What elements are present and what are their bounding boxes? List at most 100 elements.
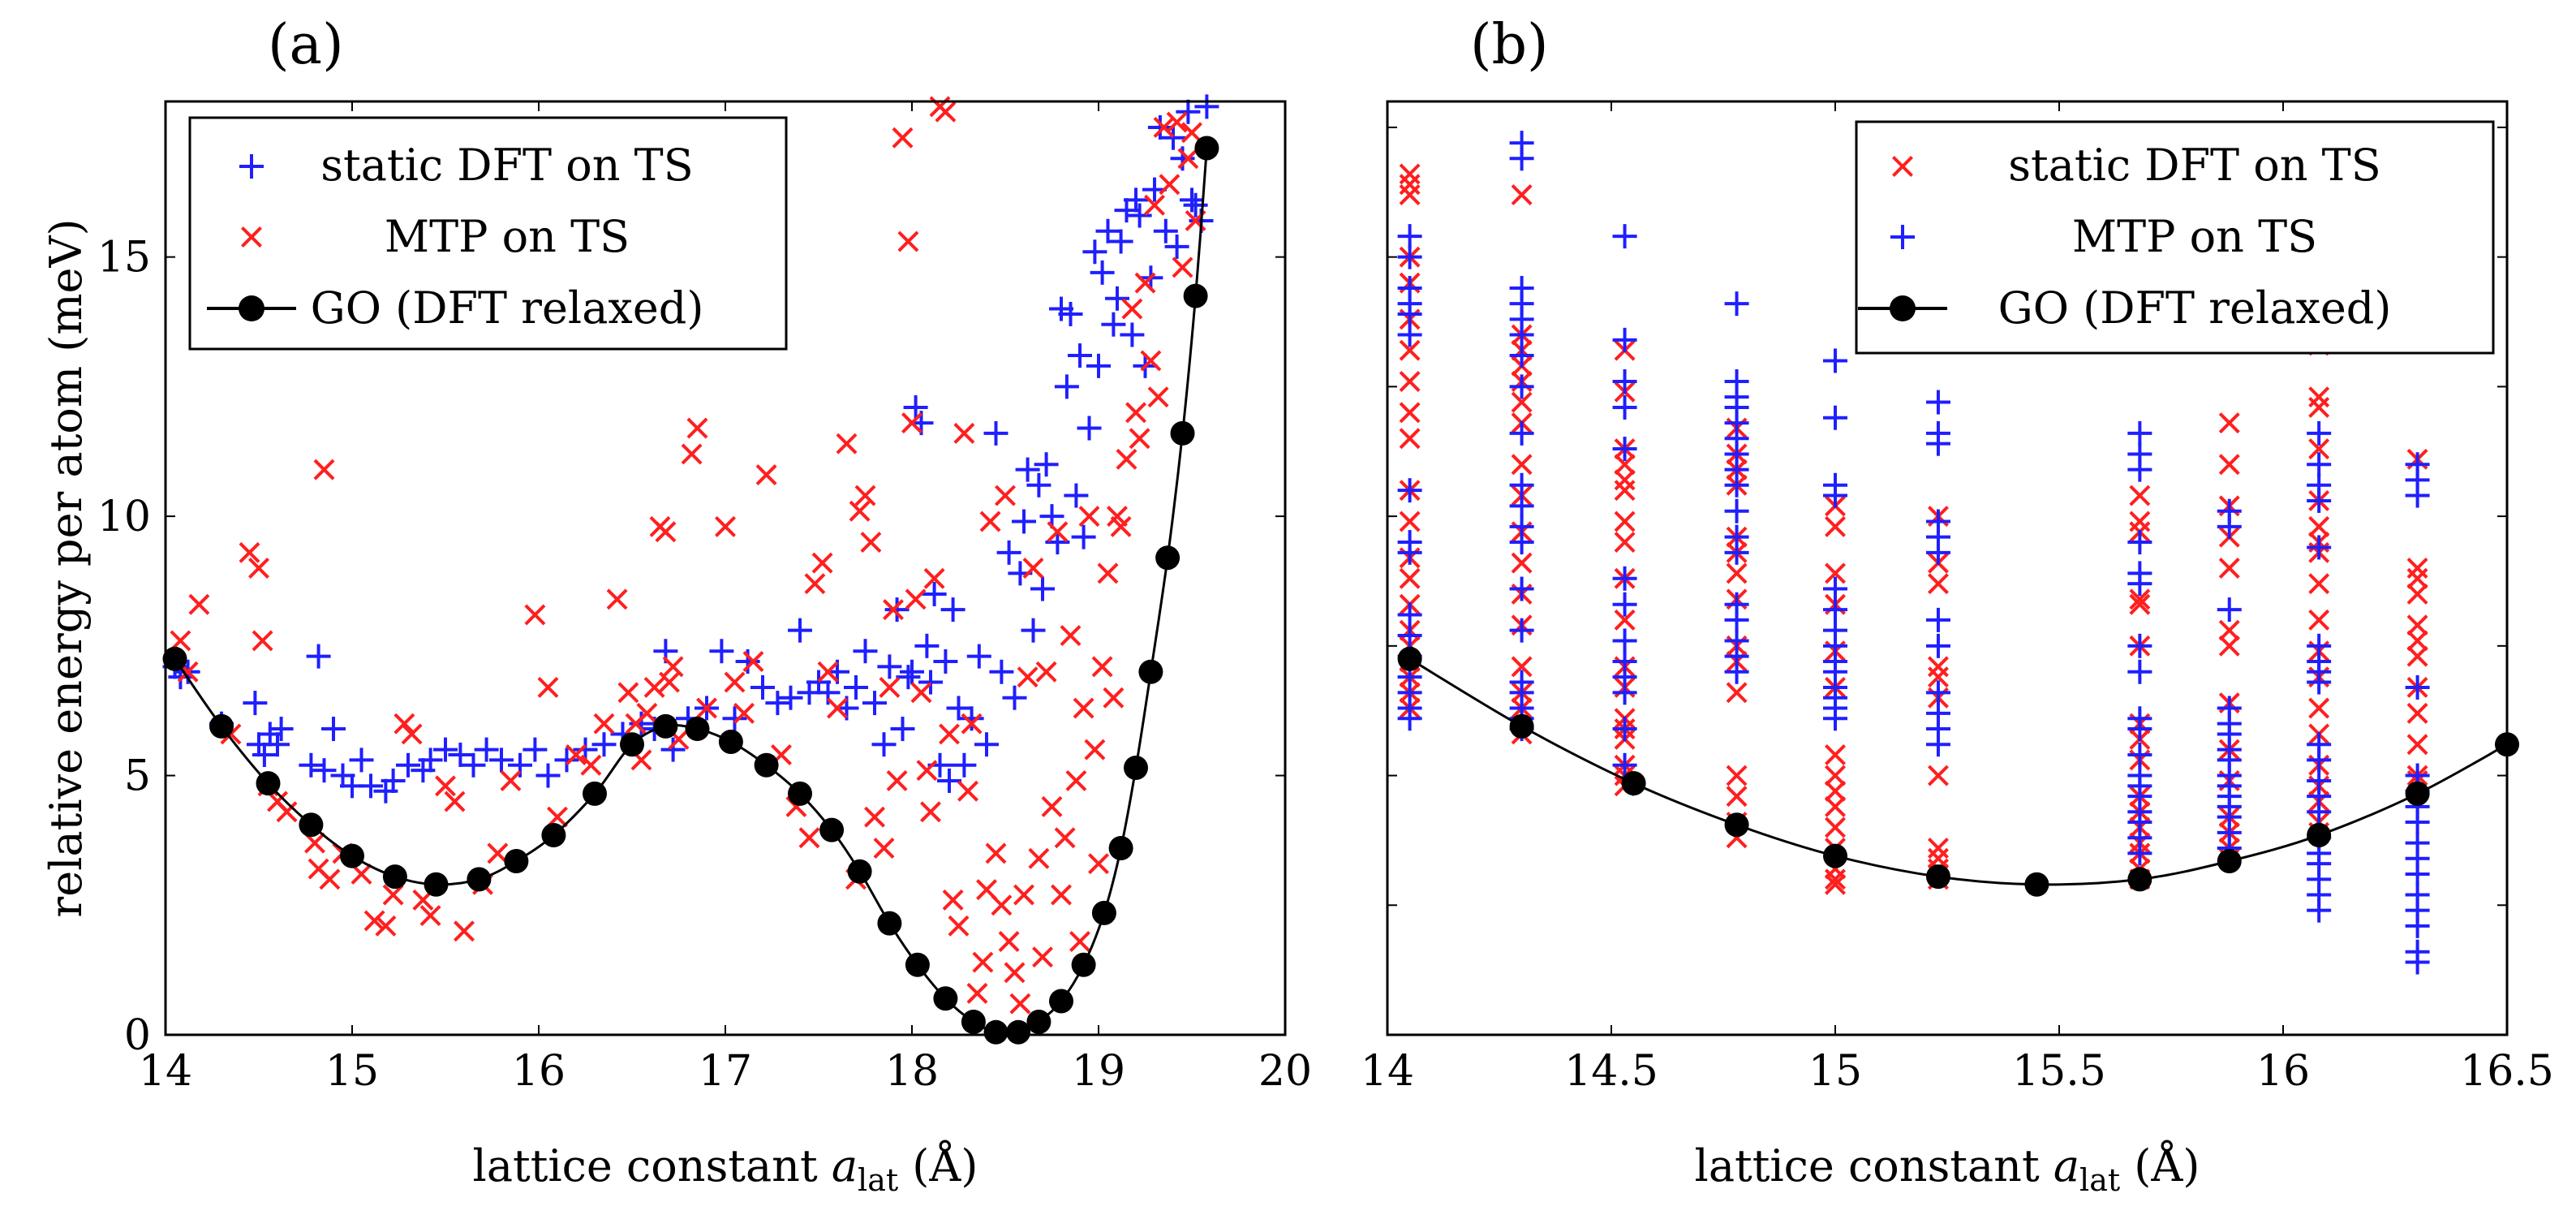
go-point (1124, 755, 1148, 780)
plus-point (1823, 348, 1847, 373)
cross-point (1134, 272, 1156, 294)
cross-point (375, 915, 397, 937)
cross-point (1399, 402, 1421, 424)
plus-point (1176, 99, 1201, 124)
plus-point (1397, 602, 1422, 627)
cross-point (2218, 635, 2240, 657)
plus-point (1077, 416, 1102, 441)
cross-point (724, 671, 746, 693)
panel-b: (b) 14 14.5 15 15.5 16 16.5 lattice constant … (1361, 13, 2554, 1198)
plus-point (914, 633, 940, 658)
plus-point (1612, 628, 1637, 653)
plus-point (269, 717, 294, 742)
panel-a-y-axis-label: relative energy per atom (meV) (41, 218, 92, 917)
x-tick-label: 15 (1808, 1047, 1862, 1096)
go-point (685, 717, 710, 742)
cross-point (1013, 884, 1034, 906)
cross-point (2406, 702, 2428, 724)
plus-point (1509, 374, 1534, 399)
x-tick-label: 15.5 (2012, 1047, 2106, 1096)
cross-point (1172, 256, 1193, 278)
plus-point (243, 691, 268, 716)
cross-point (1614, 480, 1636, 502)
legend-label-static-dft: static DFT on TS (320, 140, 693, 191)
plus-point (1724, 607, 1749, 632)
cross-point (1825, 780, 1846, 802)
cross-point (2218, 412, 2240, 434)
cross-point (1399, 428, 1421, 450)
legend-symbol (1890, 225, 1915, 249)
panel-b-x-axis-label: lattice constant alat (Å) (1695, 1139, 2200, 1198)
cross-point (2308, 697, 2330, 719)
plus-point (418, 748, 443, 773)
go-point (718, 730, 743, 755)
cross-point (2129, 485, 2151, 506)
plus-point (2217, 597, 2242, 623)
plus-point (2307, 748, 2332, 773)
cross-point (957, 780, 978, 802)
plus-point (2405, 861, 2430, 886)
cross-point (444, 791, 466, 812)
plus-point (1509, 576, 1534, 601)
cross-point (897, 231, 919, 252)
cross-point (1078, 506, 1100, 528)
plus-point (1397, 706, 1422, 731)
plus-point (1114, 198, 1139, 223)
cross-point (1825, 562, 1846, 584)
cross-point (1004, 962, 1026, 984)
plus-point (321, 717, 346, 742)
cross-point (1511, 656, 1533, 678)
plus-point (2405, 483, 2430, 508)
cross-point (681, 443, 703, 465)
plus-point (946, 696, 971, 721)
plus-point (1612, 224, 1637, 249)
plus-point (1612, 680, 1637, 705)
plus-point (896, 665, 921, 690)
cross-point (2129, 593, 2151, 615)
x-tick-label: 16 (2256, 1047, 2310, 1096)
cross-point (1147, 386, 1169, 408)
panel-a-label: (a) (268, 13, 344, 77)
cross-point (901, 412, 922, 434)
plus-point (709, 639, 734, 664)
go-point (1071, 952, 1096, 977)
plus-point (1039, 504, 1064, 529)
cross-point (923, 567, 945, 589)
cross-point (655, 521, 677, 543)
plus-point (996, 540, 1021, 565)
x-tick-label: 16 (512, 1047, 566, 1096)
cross-point (350, 863, 372, 885)
cross-point (2406, 567, 2428, 589)
plus-point (952, 752, 977, 778)
cross-point (170, 630, 191, 652)
plus-point (1724, 291, 1749, 317)
plus-point (1161, 125, 1185, 150)
plus-point (1002, 685, 1027, 710)
plus-point (1612, 327, 1637, 352)
cross-point (939, 723, 960, 745)
cross-point (276, 801, 298, 823)
legend-marker-static-dft (1892, 156, 1913, 177)
plus-point (1612, 592, 1637, 617)
plus-point (330, 763, 355, 788)
plus-point (2405, 950, 2430, 975)
cross-point (382, 884, 404, 906)
plus-point (306, 644, 331, 669)
plus-point (2127, 633, 2152, 658)
plus-point (1397, 301, 1422, 326)
cross-point (239, 541, 260, 563)
legend-marker-mtp (241, 226, 262, 248)
plus-point (1724, 540, 1749, 565)
cross-point (873, 838, 895, 859)
plus-point (448, 743, 473, 767)
go-point (983, 1019, 1008, 1045)
cross-point (1028, 847, 1050, 869)
plus-point (825, 659, 849, 684)
go-point (877, 911, 902, 936)
go-point (1170, 420, 1195, 446)
cross-point (1088, 853, 1109, 875)
panel-b-go-series (1397, 646, 2519, 897)
go-point (2127, 867, 2152, 892)
panel-b-ticks: 14 14.5 15 15.5 16 16.5 (1361, 101, 2554, 1096)
plus-point (834, 696, 859, 721)
